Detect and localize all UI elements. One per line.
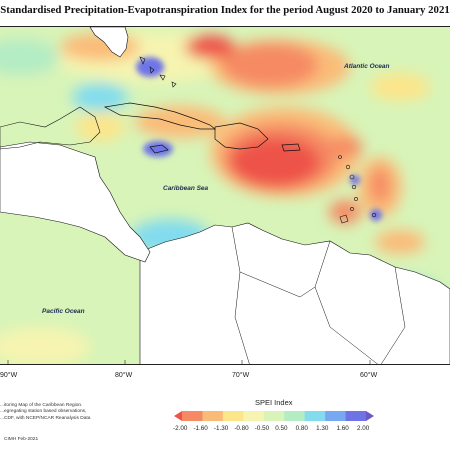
map-frame-ticks — [7, 360, 371, 364]
legend-tick-label: 0.80 — [295, 425, 308, 432]
south-america-landmass — [139, 222, 450, 364]
legend-color-swatch — [263, 411, 285, 421]
legend-color-swatch — [222, 411, 244, 421]
central-america-landmass — [0, 141, 151, 263]
jamaica-island — [149, 144, 169, 154]
legend-tick-label: 0.50 — [275, 425, 288, 432]
legend-tick-label: -1.30 — [213, 425, 229, 432]
legend-color-bar — [174, 411, 374, 421]
legend-tick-label: 1.30 — [316, 425, 329, 432]
country-borders — [231, 226, 406, 364]
spei-field-yucatan-dry — [75, 113, 125, 141]
longitude-label-90w: 90°W — [0, 372, 18, 379]
longitude-label-70w: 70°W — [232, 372, 250, 379]
florida-landmass — [89, 27, 129, 58]
legend-tick-label: -0.80 — [234, 425, 249, 432]
spei-field-jamaica-wet — [143, 141, 173, 157]
spei-field-trinidad-dry — [329, 200, 361, 224]
spei-field-gulf-wet — [72, 83, 128, 111]
map-title: Standardised Precipitation-Evapotranspir… — [0, 4, 450, 16]
mexico-landmass — [0, 106, 101, 150]
legend-title: SPEI Index — [255, 398, 293, 407]
legend-tick-label: -1.60 — [193, 425, 208, 432]
spei-field-pacific-neutral — [0, 327, 90, 364]
spei-field-atlantic-dry — [222, 43, 318, 87]
legend-color-swatch — [202, 411, 224, 421]
atlantic-ocean-label: Atlantic Ocean — [344, 63, 390, 70]
spei-map: Atlantic Ocean Caribbean Sea Pacific Oce… — [0, 26, 450, 365]
bahamas-islands — [139, 56, 177, 88]
spei-field-nw-wet — [0, 39, 60, 75]
credit-line: ...egregating station based observations… — [0, 409, 87, 415]
credit-date: CIMH Feb-2021 — [4, 437, 39, 442]
legend-tick-label: 2.00 — [357, 425, 370, 432]
hispaniola-island — [214, 122, 269, 150]
legend-color-swatch — [304, 411, 326, 421]
longitude-label-60w: 60°W — [360, 372, 378, 379]
legend-color-swatch — [284, 411, 305, 421]
legend-tick-label: -2.00 — [173, 425, 188, 432]
spei-field-ne-dry — [370, 73, 430, 101]
puerto-rico-island — [281, 143, 301, 152]
spei-map-canvas — [0, 27, 450, 364]
legend-tick-label: 1.60 — [336, 425, 349, 432]
legend-color-swatch — [182, 411, 203, 421]
legend-color-swatch — [174, 411, 182, 421]
legend-color-swatch — [366, 411, 374, 421]
credit-line: ...itoring Map of the Caribbean Region. — [0, 403, 83, 408]
caribbean-sea-label: Caribbean Sea — [163, 185, 209, 192]
longitude-label-80w: 80°W — [115, 372, 133, 379]
legend-color-swatch — [243, 411, 265, 421]
spei-field-east-dry — [327, 137, 363, 157]
spei-field-se-dry — [375, 230, 425, 254]
legend-tick-label: -0.50 — [254, 425, 270, 432]
spei-field-antilles-core — [370, 167, 390, 203]
spei-field-central-core — [230, 137, 320, 187]
credit-line: ...CDF, with NCEP/NCAR Reanalysis Data — [0, 415, 91, 421]
legend-color-swatch — [325, 411, 346, 421]
legend-color-swatch — [345, 411, 367, 421]
pacific-ocean-label: Pacific Ocean — [42, 308, 85, 315]
lesser-antilles-islands — [338, 155, 377, 224]
spei-field-cuba-dry — [135, 106, 225, 138]
spei-field-atlantic-core — [185, 35, 235, 59]
spei-field-island-wet — [350, 175, 360, 185]
credit-text: ...itoring Map of the Caribbean Region. … — [0, 403, 120, 422]
